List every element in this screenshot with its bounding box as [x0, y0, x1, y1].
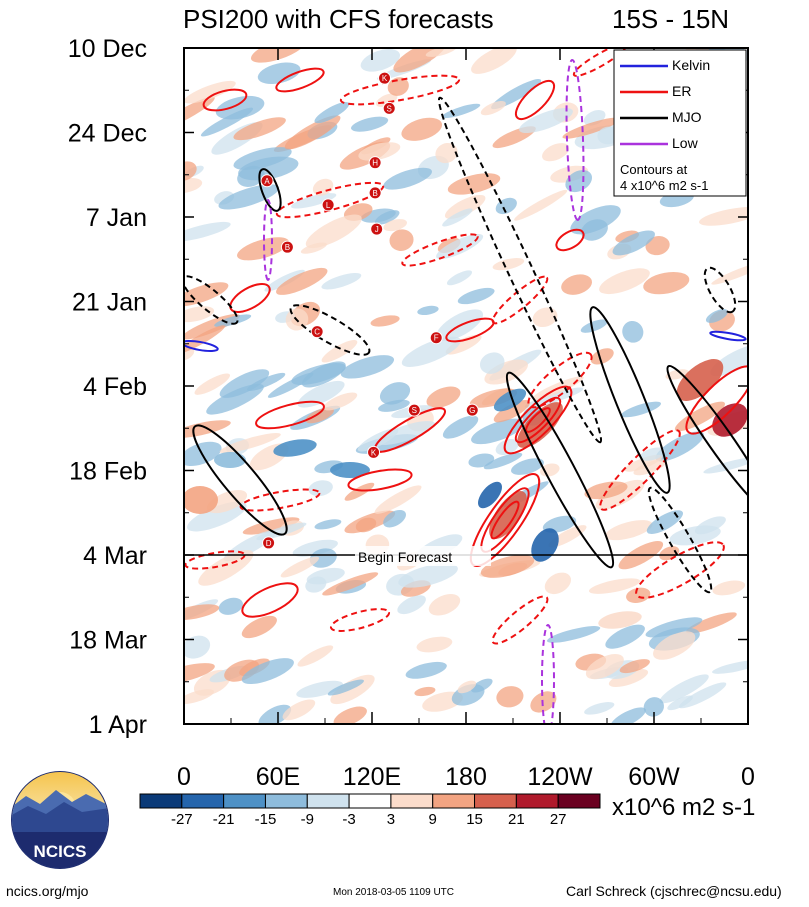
legend-label: MJO — [672, 109, 702, 125]
colorbar-segment — [306, 793, 350, 809]
storm-marker: C — [310, 325, 324, 339]
svg-text:D: D — [266, 539, 272, 548]
colorbar-label: -15 — [255, 811, 277, 828]
colorbar-label: 21 — [508, 811, 525, 828]
colorbar-segment — [348, 793, 392, 809]
colorbar-segment — [432, 793, 476, 809]
colorbar-label: -21 — [213, 811, 235, 828]
x-tick-label: 0 — [741, 763, 755, 791]
chart-title: PSI200 with CFS forecasts — [183, 4, 494, 34]
storm-marker: K — [367, 445, 381, 459]
storm-marker: L — [321, 198, 335, 212]
legend-label: Low — [672, 135, 699, 151]
y-tick-label: 18 Mar — [69, 627, 147, 655]
legend-box — [613, 49, 747, 197]
y-tick-label: 7 Jan — [86, 204, 147, 232]
storm-marker: S — [382, 101, 396, 115]
colorbar-segment — [474, 793, 517, 809]
y-tick-label: 18 Feb — [69, 458, 147, 486]
footer-timestamp: Mon 2018-03-05 1109 UTC — [333, 887, 454, 898]
storm-marker: H — [368, 156, 382, 170]
storm-marker: S — [407, 403, 421, 417]
svg-text:H: H — [372, 159, 378, 168]
x-tick-label: 180 — [445, 763, 487, 791]
colorbar-segment — [264, 793, 308, 809]
colorbar-segment — [390, 793, 434, 809]
storm-marker: F — [429, 331, 443, 345]
legend-entry: Kelvin — [620, 57, 710, 73]
legend-label: Kelvin — [672, 57, 710, 73]
x-tick-label: 0 — [177, 763, 191, 791]
colorbar-segment — [181, 793, 225, 809]
storm-marker: A — [260, 174, 274, 188]
svg-text:S: S — [387, 104, 392, 113]
svg-text:L: L — [326, 201, 331, 210]
footer-left[interactable]: ncics.org/mjo — [6, 883, 89, 899]
legend-label: ER — [672, 83, 691, 99]
colorbar-label: 15 — [466, 811, 483, 828]
region-label: 15S - 15N — [612, 4, 729, 34]
storm-marker: B — [280, 240, 294, 254]
storm-marker: D — [262, 536, 276, 550]
svg-text:S: S — [412, 406, 417, 415]
legend-entry: ER — [620, 83, 691, 99]
x-tick-label: 60W — [628, 763, 680, 791]
colorbar-label: -27 — [171, 811, 193, 828]
colorbar-label: 3 — [387, 811, 395, 828]
legend: Kelvin ER MJO Low Contours at 4 x10^6 m2 s-… — [613, 49, 747, 197]
svg-text:K: K — [371, 448, 377, 457]
y-tick-label: 21 Jan — [72, 289, 147, 317]
svg-text:B: B — [285, 243, 290, 252]
footer-author: Carl Schreck (cjschrec@ncsu.edu) — [566, 883, 782, 899]
svg-text:A: A — [264, 177, 270, 186]
colorbar-segment — [557, 793, 601, 809]
y-tick-label: 4 Feb — [83, 373, 147, 401]
storm-marker: K — [378, 71, 392, 85]
colorbar: -27 -21 -15 -9 -3 3 9 15 21 27 — [139, 793, 601, 828]
svg-text:C: C — [314, 328, 320, 337]
colorbar-units: x10^6 m2 s-1 — [612, 794, 755, 821]
legend-note-2: 4 x10^6 m2 s-1 — [620, 178, 708, 193]
x-tick-label: 120W — [527, 763, 593, 791]
y-tick-label: 4 Mar — [83, 542, 147, 570]
storm-marker: J — [370, 222, 384, 236]
y-tick-label: 24 Dec — [68, 120, 147, 148]
ncics-logo: NCICS — [11, 771, 109, 869]
colorbar-label: 9 — [429, 811, 437, 828]
colorbar-segment — [515, 793, 559, 809]
storm-marker: B — [368, 186, 382, 200]
begin-forecast-label: Begin Forecast — [358, 549, 452, 565]
x-tick-label: 120E — [343, 763, 401, 791]
x-axis: 0 60E 120E 180 120W 60W 0 — [177, 48, 755, 791]
colorbar-segment — [223, 793, 266, 809]
legend-entry: MJO — [620, 109, 702, 125]
svg-text:J: J — [375, 225, 379, 234]
colorbar-label: -3 — [342, 811, 355, 828]
begin-forecast-line: Begin Forecast — [184, 546, 748, 566]
y-tick-label: 10 Dec — [68, 35, 147, 63]
colorbar-label: -9 — [301, 811, 314, 828]
y-tick-label: 1 Apr — [89, 711, 147, 739]
storm-marker: G — [465, 403, 479, 417]
x-tick-label: 60E — [256, 763, 300, 791]
ncics-logo-text: NCICS — [34, 842, 87, 861]
storm-markers: A B L B H K S J C F S G K D — [260, 71, 479, 550]
svg-text:K: K — [382, 74, 388, 83]
y-axis: 10 Dec 24 Dec 7 Jan 21 Jan 4 Feb 18 Feb 4 Mar 1… — [68, 35, 748, 739]
legend-entry: Low — [620, 135, 699, 151]
anomaly-shading — [184, 48, 748, 724]
legend-note-1: Contours at — [620, 162, 688, 177]
svg-text:F: F — [434, 334, 439, 343]
svg-text:B: B — [372, 189, 377, 198]
colorbar-label: 27 — [550, 811, 567, 828]
svg-text:G: G — [469, 406, 475, 415]
wave-contours — [184, 48, 748, 724]
colorbar-segment — [139, 793, 183, 809]
